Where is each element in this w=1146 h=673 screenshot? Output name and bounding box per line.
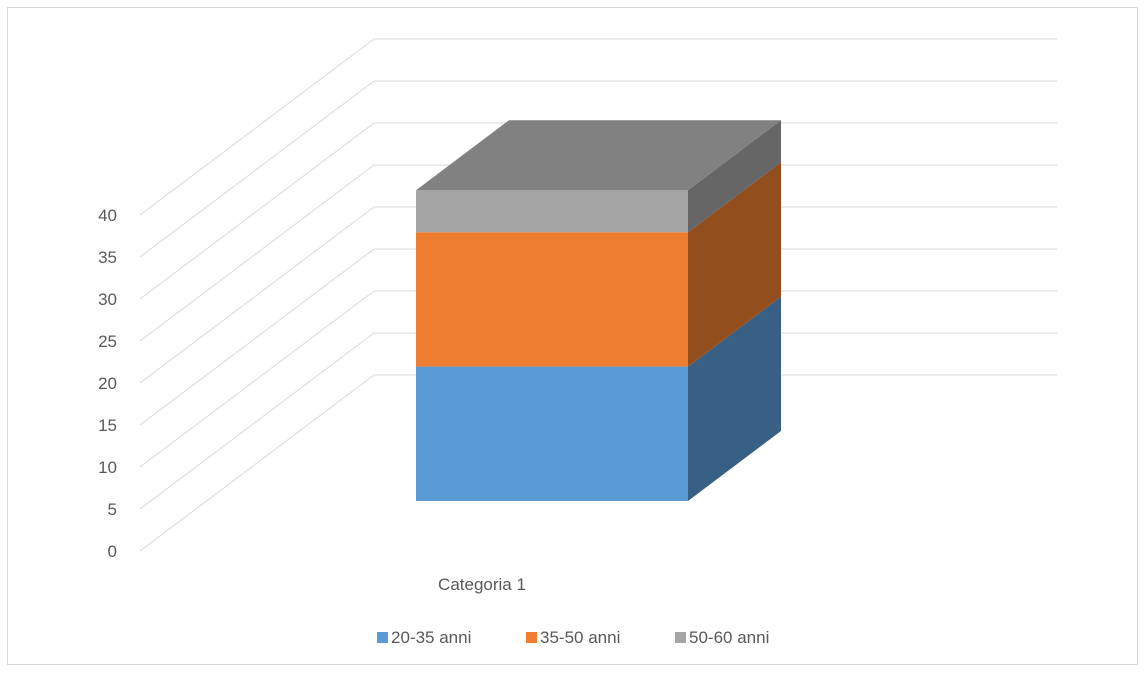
stacked-bar <box>416 120 781 501</box>
gridline-side <box>139 290 375 468</box>
y-axis-ticks: 0 5 10 15 20 25 30 35 40 <box>98 206 117 561</box>
y-tick-label: 0 <box>108 542 117 561</box>
y-tick-label: 35 <box>98 248 117 267</box>
gridline-side <box>139 80 375 258</box>
legend-label: 35-50 anni <box>540 628 620 647</box>
bar-segment-front <box>416 190 688 233</box>
gridline-side <box>139 374 375 552</box>
bar-segment-front <box>416 366 688 501</box>
legend-label: 50-60 anni <box>689 628 769 647</box>
bar-top-face <box>416 120 781 191</box>
gridline-side <box>139 122 375 300</box>
gridline-side <box>139 164 375 342</box>
legend-swatch <box>526 632 537 643</box>
bar-segment-front <box>416 232 688 367</box>
legend-label: 20-35 anni <box>391 628 471 647</box>
gridline-side <box>139 38 375 216</box>
category-label: Categoria 1 <box>438 575 526 594</box>
legend: 20-35 anni 35-50 anni 50-60 anni <box>377 628 769 647</box>
gridline-side <box>139 248 375 426</box>
bar-segment-side <box>688 162 781 367</box>
bar-segment-side <box>688 120 781 233</box>
y-tick-label: 30 <box>98 290 117 309</box>
bar-segment-side <box>688 296 781 501</box>
legend-swatch <box>377 632 388 643</box>
gridline-side <box>139 332 375 510</box>
y-tick-label: 5 <box>108 500 117 519</box>
legend-swatch <box>675 632 686 643</box>
y-tick-label: 40 <box>98 206 117 225</box>
y-tick-label: 15 <box>98 416 117 435</box>
y-tick-label: 20 <box>98 374 117 393</box>
y-tick-label: 10 <box>98 458 117 477</box>
y-tick-label: 25 <box>98 332 117 351</box>
gridline-side <box>139 206 375 384</box>
